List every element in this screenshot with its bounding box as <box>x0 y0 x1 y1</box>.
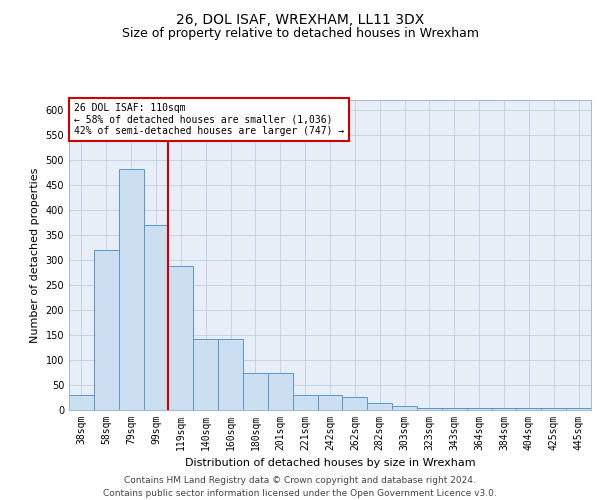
Bar <box>243 372 268 410</box>
Y-axis label: Number of detached properties: Number of detached properties <box>30 168 40 342</box>
Bar <box>343 396 367 410</box>
Bar <box>541 408 566 410</box>
Bar <box>392 406 417 410</box>
Bar <box>169 266 193 410</box>
Bar <box>94 250 119 410</box>
Bar <box>491 408 517 410</box>
Bar <box>268 372 293 410</box>
Bar <box>367 402 392 410</box>
Text: Contains HM Land Registry data © Crown copyright and database right 2024.
Contai: Contains HM Land Registry data © Crown c… <box>103 476 497 498</box>
Bar <box>442 408 467 410</box>
Bar <box>566 408 591 410</box>
Bar <box>193 338 218 410</box>
Text: Size of property relative to detached houses in Wrexham: Size of property relative to detached ho… <box>121 28 479 40</box>
Bar <box>69 395 94 410</box>
Bar <box>467 408 491 410</box>
Bar <box>143 225 169 410</box>
Bar <box>417 408 442 410</box>
Text: 26 DOL ISAF: 110sqm
← 58% of detached houses are smaller (1,036)
42% of semi-det: 26 DOL ISAF: 110sqm ← 58% of detached ho… <box>74 103 344 136</box>
X-axis label: Distribution of detached houses by size in Wrexham: Distribution of detached houses by size … <box>185 458 475 468</box>
Bar <box>317 395 343 410</box>
Bar <box>119 168 143 410</box>
Bar <box>517 408 541 410</box>
Bar <box>218 338 243 410</box>
Bar <box>293 395 317 410</box>
Text: 26, DOL ISAF, WREXHAM, LL11 3DX: 26, DOL ISAF, WREXHAM, LL11 3DX <box>176 12 424 26</box>
